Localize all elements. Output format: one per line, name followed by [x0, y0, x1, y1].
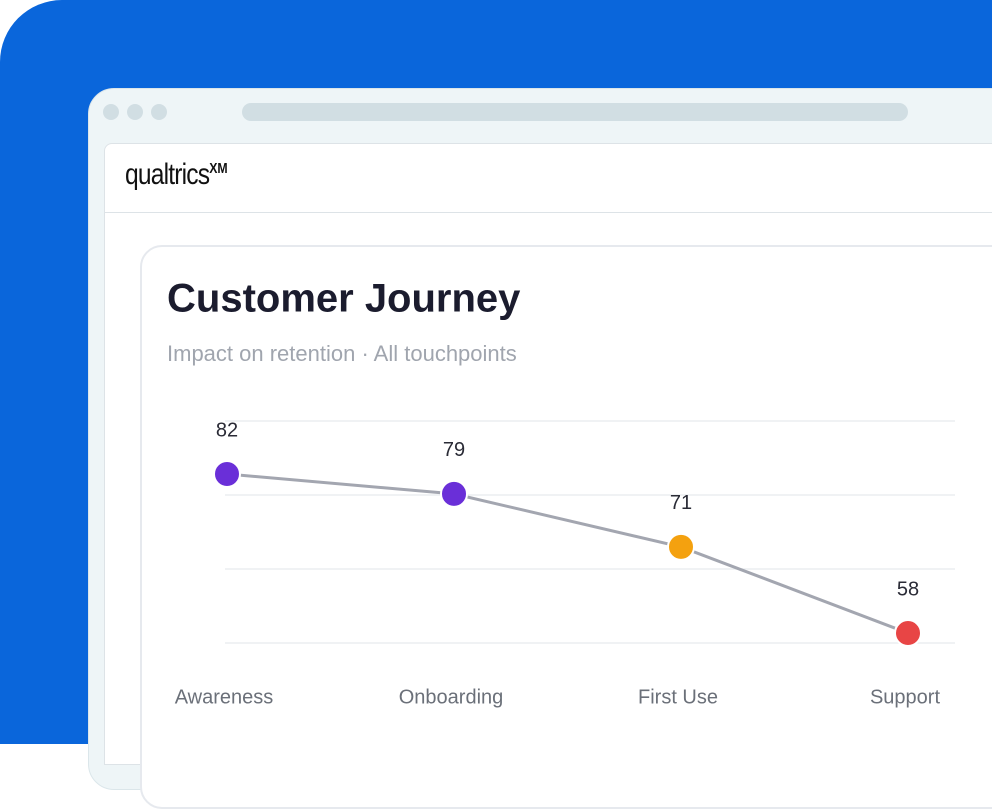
- data-point: [894, 619, 922, 648]
- brand-mark: XM: [209, 160, 228, 177]
- data-point: [213, 460, 241, 489]
- header: qualtricsXM: [105, 144, 992, 213]
- x-tick-label: Onboarding: [399, 686, 504, 708]
- x-tick-label: Support: [870, 686, 940, 708]
- chart-card: [140, 245, 992, 809]
- window-dot: [127, 104, 143, 120]
- value-label: 79: [443, 439, 465, 461]
- value-label: 71: [670, 492, 692, 514]
- chart-title: Customer Journey: [167, 277, 521, 321]
- x-tick-label: First Use: [638, 686, 718, 708]
- address-bar[interactable]: [242, 103, 908, 121]
- line: [226, 472, 909, 635]
- data-point: [440, 479, 468, 508]
- window-dot: [103, 104, 119, 120]
- chart: Customer Journey Impact on retention · A…: [167, 277, 955, 708]
- x-tick-label: Awareness: [175, 686, 274, 708]
- grid: [225, 420, 955, 644]
- value-label: 82: [216, 419, 238, 441]
- chart-subtitle: Impact on retention · All touchpoints: [167, 341, 517, 366]
- brand-logo[interactable]: qualtricsXM: [125, 158, 228, 192]
- data-point: [667, 532, 695, 561]
- window-dot: [151, 104, 167, 120]
- value-label: 58: [897, 578, 919, 600]
- brand-name: qualtrics: [125, 158, 210, 191]
